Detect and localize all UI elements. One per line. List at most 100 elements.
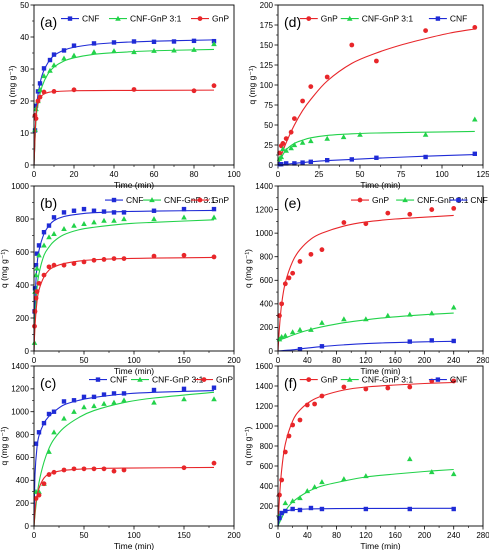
data-point-gnp (35, 98, 41, 104)
x-tick-label: 50 (356, 170, 365, 179)
series-cnf-gnp-3-1 (276, 304, 457, 342)
x-tick-label: 0 (276, 356, 281, 365)
legend-label: CNF-GnP 3:1 (417, 195, 469, 205)
data-point-cnf-gnp-3-1 (422, 131, 429, 137)
data-point-cnf (47, 57, 53, 63)
fit-curve-gnp (33, 256, 215, 352)
data-point-gnp (423, 28, 428, 33)
data-point-gnp (308, 84, 314, 89)
data-point-cnf-gnp-3-1 (283, 147, 289, 153)
y-tick-label: 1400 (255, 382, 273, 391)
series-cnf (277, 338, 456, 352)
data-point-gnp (280, 141, 286, 146)
data-point-cnf-gnp-3-1 (51, 230, 57, 236)
legend-label: CNF (82, 14, 99, 24)
data-point-cnf-gnp-3-1 (81, 404, 87, 410)
panel-label: (a) (40, 14, 57, 30)
legend-marker (435, 377, 441, 382)
legend-item-cnf-gnp-3-1: CNF-GnP 3:1 (109, 14, 182, 24)
data-point-gnp (300, 98, 305, 104)
data-point-gnp (121, 256, 127, 261)
x-tick-label: 280 (476, 531, 489, 540)
x-tick-label: 200 (227, 531, 241, 540)
legend: GnP CNF-GnP 3:1 CNF (299, 375, 467, 385)
legend-item-cnf: CNF (428, 375, 467, 385)
y-axis-title: q (mg g⁻¹) (0, 249, 9, 288)
data-point-gnp (341, 220, 347, 225)
fit-curve-gnp (277, 381, 454, 527)
data-point-cnf-gnp-3-1 (81, 221, 87, 227)
data-point-cnf (81, 394, 87, 400)
data-point-cnf-gnp-3-1 (319, 319, 325, 325)
data-point-cnf-gnp-3-1 (428, 310, 435, 316)
data-point-cnf-gnp-3-1 (111, 399, 117, 405)
data-point-gnp (211, 83, 217, 89)
data-point-cnf-gnp-3-1 (385, 312, 391, 318)
data-point-cnf-gnp-3-1 (278, 154, 285, 160)
series-gnp (277, 378, 457, 527)
data-point-cnf-gnp-3-1 (363, 316, 369, 322)
data-point-cnf (423, 154, 428, 160)
data-point-cnf-gnp-3-1 (46, 234, 52, 240)
y-tick-label: 50 (264, 121, 273, 130)
data-point-cnf-gnp-3-1 (33, 272, 39, 278)
data-point-gnp (283, 136, 289, 142)
data-point-gnp (34, 289, 40, 294)
plot-frame (277, 365, 484, 527)
y-tick-label: 150 (260, 41, 274, 50)
legend-item-gnp: GnP (351, 195, 389, 205)
data-point-cnf (211, 206, 217, 212)
y-tick-label: 100 (260, 81, 274, 90)
data-point-cnf (32, 286, 38, 291)
y-tick-label: 600 (260, 276, 274, 285)
y-tick-label: 800 (260, 253, 274, 262)
legend-item-cnf-gnp-3-1: CNF-GnP 3:1 (396, 195, 469, 205)
x-axis-title: Time (min) (114, 366, 154, 376)
data-point-cnf-gnp-3-1 (37, 86, 43, 92)
data-point-cnf (91, 208, 97, 213)
fit-curve-cnf-gnp-3-1 (33, 48, 215, 166)
data-point-cnf-gnp-3-1 (41, 242, 47, 248)
y-axis-title: q (mg g⁻¹) (243, 426, 253, 465)
data-point-cnf-gnp-3-1 (406, 311, 413, 317)
data-point-gnp (349, 42, 355, 48)
plot-frame (33, 185, 235, 352)
legend-marker (306, 377, 312, 382)
data-point-gnp (71, 87, 77, 93)
data-point-gnp (282, 281, 288, 287)
data-point-cnf (349, 157, 354, 162)
data-point-gnp (451, 378, 457, 384)
data-point-gnp (385, 210, 391, 216)
data-point-cnf (71, 43, 77, 48)
legend: GnP CNF-GnP 3:1 CNF (351, 195, 488, 205)
data-point-cnf (151, 39, 157, 44)
data-point-cnf-gnp-3-1 (288, 145, 294, 151)
data-point-gnp (51, 469, 57, 475)
series-gnp (32, 83, 217, 166)
x-axis-title: Time (min) (360, 180, 400, 190)
data-point-gnp (363, 386, 369, 392)
data-point-cnf-gnp-3-1 (311, 484, 318, 490)
fit-curve-gnp (33, 466, 215, 527)
y-tick-label: 1200 (11, 385, 29, 394)
legend-item-gnp: GnP (191, 195, 229, 205)
data-point-cnf (61, 48, 67, 53)
y-tick-label: 1000 (255, 229, 273, 238)
legend-label: CNF-GnP 3:1 (164, 195, 216, 205)
legend-item-cnf: CNF (89, 375, 127, 385)
data-point-gnp (41, 89, 47, 95)
x-tick-label: 120 (359, 531, 373, 540)
y-axis-title: q (mg g⁻¹) (247, 65, 257, 104)
plot-frame (277, 4, 484, 166)
data-point-cnf (451, 506, 456, 512)
data-point-cnf-gnp-3-1 (121, 216, 127, 222)
data-point-cnf-gnp-3-1 (36, 252, 42, 258)
x-axis-title: Time (min) (114, 180, 154, 190)
data-point-cnf (41, 66, 47, 71)
data-point-cnf (61, 210, 67, 215)
y-tick-label: 1000 (11, 182, 29, 191)
y-tick-label: 20 (20, 97, 29, 106)
data-point-cnf (34, 251, 40, 256)
data-point-cnf (41, 420, 47, 426)
